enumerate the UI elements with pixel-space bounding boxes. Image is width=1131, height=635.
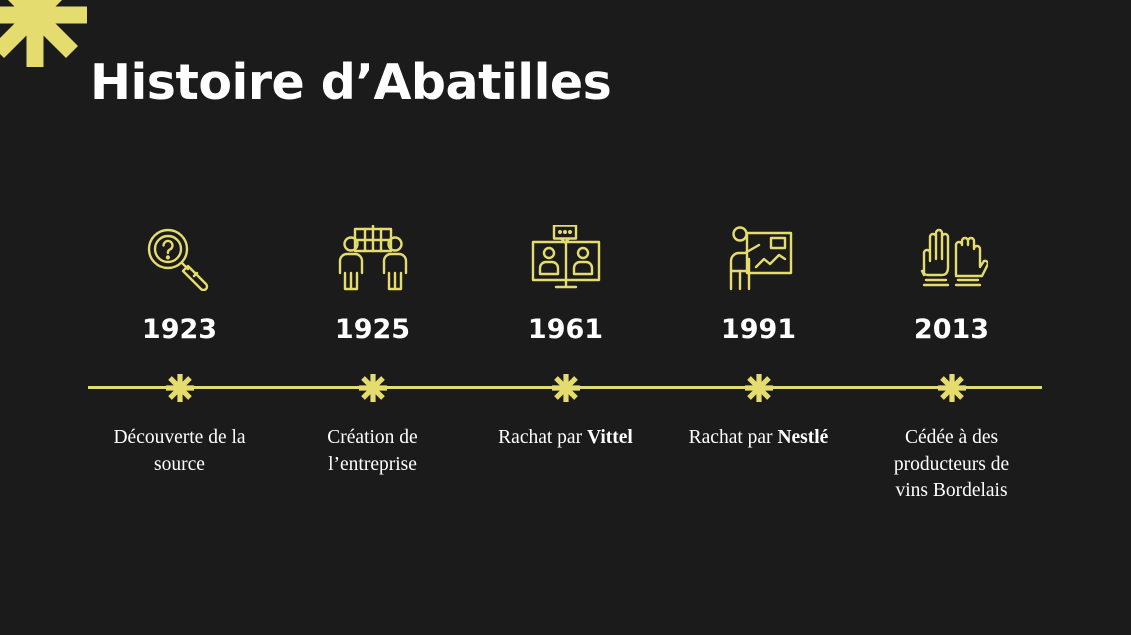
corner-asterisk-icon — [0, 0, 95, 75]
asterisk-marker-icon — [936, 372, 968, 404]
milestone-1925: 1925 Création de l’entreprise — [276, 225, 469, 515]
caption-line: Création de — [327, 427, 418, 448]
caption-line: Rachat par Vittel — [469, 425, 662, 452]
milestone-caption: Création de l’entreprise — [276, 425, 469, 478]
milestone-caption: Rachat par Nestlé — [662, 425, 855, 452]
caption-prefix: Rachat par — [688, 427, 778, 448]
milestone-year: 1961 — [527, 314, 604, 345]
caption-line: vins Bordelais — [895, 480, 1008, 501]
caption-line: source — [154, 453, 205, 475]
page-title: Histoire d’Abatilles — [90, 54, 612, 111]
team-board-icon — [337, 225, 409, 291]
caption-line: Rachat par Nestlé — [662, 425, 855, 452]
magnifier-question-icon — [144, 225, 216, 291]
milestone-2013: 2013 Cédée à des producteurs de vins Bor… — [855, 225, 1048, 515]
asterisk-marker-icon — [550, 372, 582, 404]
caption-line: Découverte de la — [113, 427, 246, 448]
milestone-caption: Découverte de la source — [83, 425, 276, 478]
milestone-year: 1991 — [720, 314, 797, 345]
milestone-year: 1923 — [141, 314, 218, 345]
milestone-1923: 1923 Découverte de la source — [83, 225, 276, 515]
milestone-year: 1925 — [334, 314, 411, 345]
milestone-1991: 1991 Rachat par Nestlé — [662, 225, 855, 515]
caption-line: l’entreprise — [328, 453, 417, 475]
presentation-icon — [723, 225, 795, 291]
milestone-caption: Rachat par Vittel — [469, 425, 662, 452]
caption-line: producteurs de — [893, 453, 1010, 475]
asterisk-marker-icon — [164, 372, 196, 404]
raised-hands-icon — [916, 225, 988, 291]
milestone-year: 2013 — [913, 314, 990, 345]
caption-bold: Nestlé — [777, 427, 829, 448]
caption-prefix: Rachat par — [498, 427, 587, 448]
milestone-1961: 1961 Rachat par Vittel — [469, 225, 662, 515]
asterisk-marker-icon — [743, 372, 775, 404]
video-meeting-icon — [530, 225, 602, 291]
caption-bold: Vittel — [586, 427, 633, 448]
milestone-caption: Cédée à des producteurs de vins Bordelai… — [855, 425, 1048, 505]
caption-line: Cédée à des — [904, 427, 999, 448]
asterisk-marker-icon — [357, 372, 389, 404]
